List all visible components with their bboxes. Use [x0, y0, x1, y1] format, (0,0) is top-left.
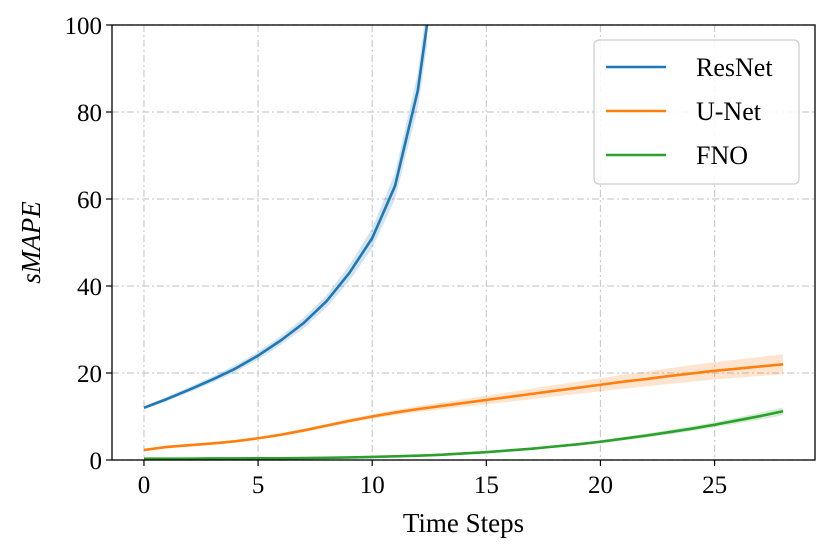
x-tick-label: 15	[474, 472, 499, 499]
x-tick-label: 0	[138, 472, 151, 499]
axis-ticks: 0 5 10 15 20 25 0 20 40 60 80 100	[65, 13, 728, 499]
line-resnet	[143, 25, 429, 410]
y-tick-label: 0	[90, 448, 103, 475]
y-tick-label: 80	[77, 100, 102, 127]
x-tick-label: 10	[360, 472, 385, 499]
legend-label-u-net: U-Net	[696, 97, 762, 126]
legend-label-resnet: ResNet	[696, 53, 773, 82]
legend-box	[593, 39, 800, 185]
legend: ResNet U-Net FNO	[593, 39, 800, 185]
x-tick-label: 25	[702, 472, 727, 499]
y-tick-label: 40	[77, 274, 102, 301]
plot-frame	[111, 24, 816, 461]
series-lines	[143, 25, 784, 460]
line-fno	[143, 410, 784, 460]
x-axis-label: Time Steps	[403, 508, 524, 538]
band-resnet	[143, 25, 427, 410]
legend-label-fno: FNO	[696, 141, 748, 170]
x-tick-label: 5	[252, 472, 265, 499]
line-u-net	[143, 363, 784, 452]
y-tick-label: 60	[77, 187, 102, 214]
x-tick-label: 20	[588, 472, 613, 499]
y-axis-label: sMAPE	[16, 201, 46, 284]
y-tick-label: 100	[65, 13, 103, 40]
y-tick-label: 20	[77, 361, 102, 388]
